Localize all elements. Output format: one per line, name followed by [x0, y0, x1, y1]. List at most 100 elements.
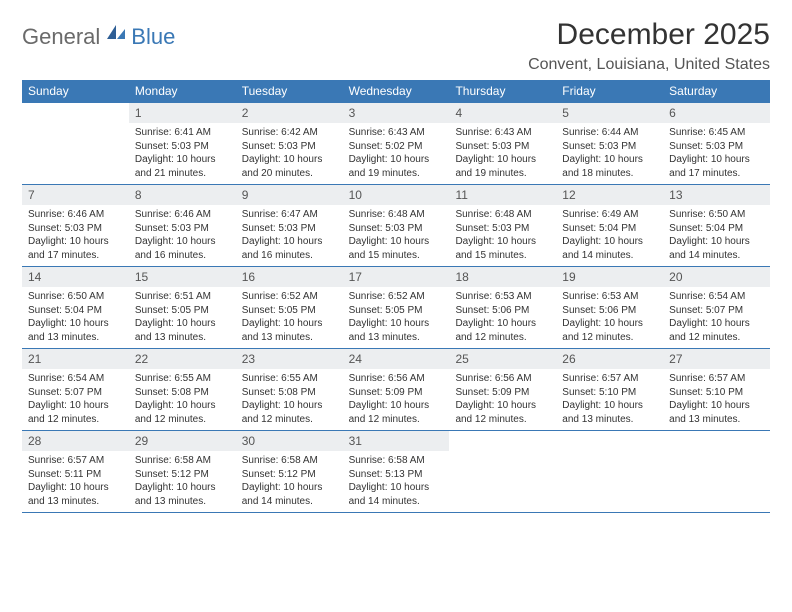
day-cell: 1Sunrise: 6:41 AMSunset: 5:03 PMDaylight… — [129, 103, 236, 184]
day-number: 22 — [129, 349, 236, 369]
sunrise-text: Sunrise: 6:57 AM — [562, 372, 657, 386]
sunrise-text: Sunrise: 6:45 AM — [669, 126, 764, 140]
daylight-text: Daylight: 10 hours — [242, 399, 337, 413]
daylight-text: Daylight: 10 hours — [349, 399, 444, 413]
daylight-text: Daylight: 10 hours — [349, 153, 444, 167]
day-cell: 26Sunrise: 6:57 AMSunset: 5:10 PMDayligh… — [556, 349, 663, 430]
day-details: Sunrise: 6:47 AMSunset: 5:03 PMDaylight:… — [236, 205, 343, 266]
day-details: Sunrise: 6:43 AMSunset: 5:03 PMDaylight:… — [449, 123, 556, 184]
day-cell: 12Sunrise: 6:49 AMSunset: 5:04 PMDayligh… — [556, 185, 663, 266]
day-details: Sunrise: 6:41 AMSunset: 5:03 PMDaylight:… — [129, 123, 236, 184]
day-cell: 30Sunrise: 6:58 AMSunset: 5:12 PMDayligh… — [236, 431, 343, 512]
day-number: 3 — [343, 103, 450, 123]
daylight-text: and 13 minutes. — [242, 331, 337, 345]
day-cell: 8Sunrise: 6:46 AMSunset: 5:03 PMDaylight… — [129, 185, 236, 266]
sunset-text: Sunset: 5:12 PM — [135, 468, 230, 482]
day-cell: 14Sunrise: 6:50 AMSunset: 5:04 PMDayligh… — [22, 267, 129, 348]
day-cell: 6Sunrise: 6:45 AMSunset: 5:03 PMDaylight… — [663, 103, 770, 184]
sunset-text: Sunset: 5:07 PM — [669, 304, 764, 318]
day-details: Sunrise: 6:42 AMSunset: 5:03 PMDaylight:… — [236, 123, 343, 184]
daylight-text: and 18 minutes. — [562, 167, 657, 181]
sunrise-text: Sunrise: 6:48 AM — [455, 208, 550, 222]
sunrise-text: Sunrise: 6:43 AM — [455, 126, 550, 140]
sunrise-text: Sunrise: 6:54 AM — [28, 372, 123, 386]
day-details: Sunrise: 6:55 AMSunset: 5:08 PMDaylight:… — [129, 369, 236, 430]
sunrise-text: Sunrise: 6:51 AM — [135, 290, 230, 304]
empty-cell — [663, 431, 770, 512]
daylight-text: and 12 minutes. — [455, 413, 550, 427]
sunset-text: Sunset: 5:13 PM — [349, 468, 444, 482]
daylight-text: and 12 minutes. — [669, 331, 764, 345]
sunset-text: Sunset: 5:08 PM — [135, 386, 230, 400]
sunset-text: Sunset: 5:03 PM — [562, 140, 657, 154]
daylight-text: Daylight: 10 hours — [135, 153, 230, 167]
sunrise-text: Sunrise: 6:57 AM — [28, 454, 123, 468]
sunrise-text: Sunrise: 6:49 AM — [562, 208, 657, 222]
day-details: Sunrise: 6:43 AMSunset: 5:02 PMDaylight:… — [343, 123, 450, 184]
day-cell: 25Sunrise: 6:56 AMSunset: 5:09 PMDayligh… — [449, 349, 556, 430]
daylight-text: Daylight: 10 hours — [349, 317, 444, 331]
sunset-text: Sunset: 5:03 PM — [455, 222, 550, 236]
daylight-text: and 17 minutes. — [28, 249, 123, 263]
daylight-text: and 12 minutes. — [135, 413, 230, 427]
daylight-text: and 19 minutes. — [349, 167, 444, 181]
sunset-text: Sunset: 5:08 PM — [242, 386, 337, 400]
sunrise-text: Sunrise: 6:58 AM — [349, 454, 444, 468]
day-cell: 19Sunrise: 6:53 AMSunset: 5:06 PMDayligh… — [556, 267, 663, 348]
week-row: 14Sunrise: 6:50 AMSunset: 5:04 PMDayligh… — [22, 267, 770, 349]
day-details: Sunrise: 6:51 AMSunset: 5:05 PMDaylight:… — [129, 287, 236, 348]
sunset-text: Sunset: 5:05 PM — [242, 304, 337, 318]
sunrise-text: Sunrise: 6:41 AM — [135, 126, 230, 140]
day-cell: 22Sunrise: 6:55 AMSunset: 5:08 PMDayligh… — [129, 349, 236, 430]
sunset-text: Sunset: 5:03 PM — [135, 140, 230, 154]
day-details: Sunrise: 6:52 AMSunset: 5:05 PMDaylight:… — [236, 287, 343, 348]
sunset-text: Sunset: 5:12 PM — [242, 468, 337, 482]
empty-cell — [556, 431, 663, 512]
daylight-text: Daylight: 10 hours — [455, 153, 550, 167]
daylight-text: and 16 minutes. — [242, 249, 337, 263]
daylight-text: Daylight: 10 hours — [455, 317, 550, 331]
day-number: 26 — [556, 349, 663, 369]
daylight-text: and 13 minutes. — [135, 331, 230, 345]
daylight-text: and 14 minutes. — [562, 249, 657, 263]
daylight-text: and 13 minutes. — [28, 331, 123, 345]
day-number: 16 — [236, 267, 343, 287]
daylight-text: Daylight: 10 hours — [135, 481, 230, 495]
daylight-text: Daylight: 10 hours — [135, 235, 230, 249]
daylight-text: and 13 minutes. — [28, 495, 123, 509]
sunrise-text: Sunrise: 6:53 AM — [562, 290, 657, 304]
day-cell: 2Sunrise: 6:42 AMSunset: 5:03 PMDaylight… — [236, 103, 343, 184]
day-number: 15 — [129, 267, 236, 287]
day-details: Sunrise: 6:57 AMSunset: 5:10 PMDaylight:… — [663, 369, 770, 430]
daylight-text: Daylight: 10 hours — [28, 481, 123, 495]
day-number: 12 — [556, 185, 663, 205]
sunrise-text: Sunrise: 6:46 AM — [28, 208, 123, 222]
day-number: 13 — [663, 185, 770, 205]
day-number: 17 — [343, 267, 450, 287]
weeks-container: 1Sunrise: 6:41 AMSunset: 5:03 PMDaylight… — [22, 103, 770, 513]
day-details: Sunrise: 6:58 AMSunset: 5:12 PMDaylight:… — [129, 451, 236, 512]
day-number: 29 — [129, 431, 236, 451]
daylight-text: Daylight: 10 hours — [562, 317, 657, 331]
daylight-text: Daylight: 10 hours — [28, 235, 123, 249]
weekday-header: Wednesday — [343, 80, 450, 103]
daylight-text: Daylight: 10 hours — [455, 399, 550, 413]
day-cell: 17Sunrise: 6:52 AMSunset: 5:05 PMDayligh… — [343, 267, 450, 348]
daylight-text: Daylight: 10 hours — [135, 317, 230, 331]
day-number: 6 — [663, 103, 770, 123]
week-row: 1Sunrise: 6:41 AMSunset: 5:03 PMDaylight… — [22, 103, 770, 185]
week-row: 21Sunrise: 6:54 AMSunset: 5:07 PMDayligh… — [22, 349, 770, 431]
sunset-text: Sunset: 5:04 PM — [28, 304, 123, 318]
day-number: 27 — [663, 349, 770, 369]
sunrise-text: Sunrise: 6:55 AM — [135, 372, 230, 386]
daylight-text: and 12 minutes. — [349, 413, 444, 427]
daylight-text: and 17 minutes. — [669, 167, 764, 181]
daylight-text: and 15 minutes. — [349, 249, 444, 263]
day-cell: 20Sunrise: 6:54 AMSunset: 5:07 PMDayligh… — [663, 267, 770, 348]
day-details: Sunrise: 6:56 AMSunset: 5:09 PMDaylight:… — [343, 369, 450, 430]
day-number: 4 — [449, 103, 556, 123]
daylight-text: Daylight: 10 hours — [669, 317, 764, 331]
sunset-text: Sunset: 5:03 PM — [242, 140, 337, 154]
day-cell: 3Sunrise: 6:43 AMSunset: 5:02 PMDaylight… — [343, 103, 450, 184]
empty-cell — [22, 103, 129, 184]
